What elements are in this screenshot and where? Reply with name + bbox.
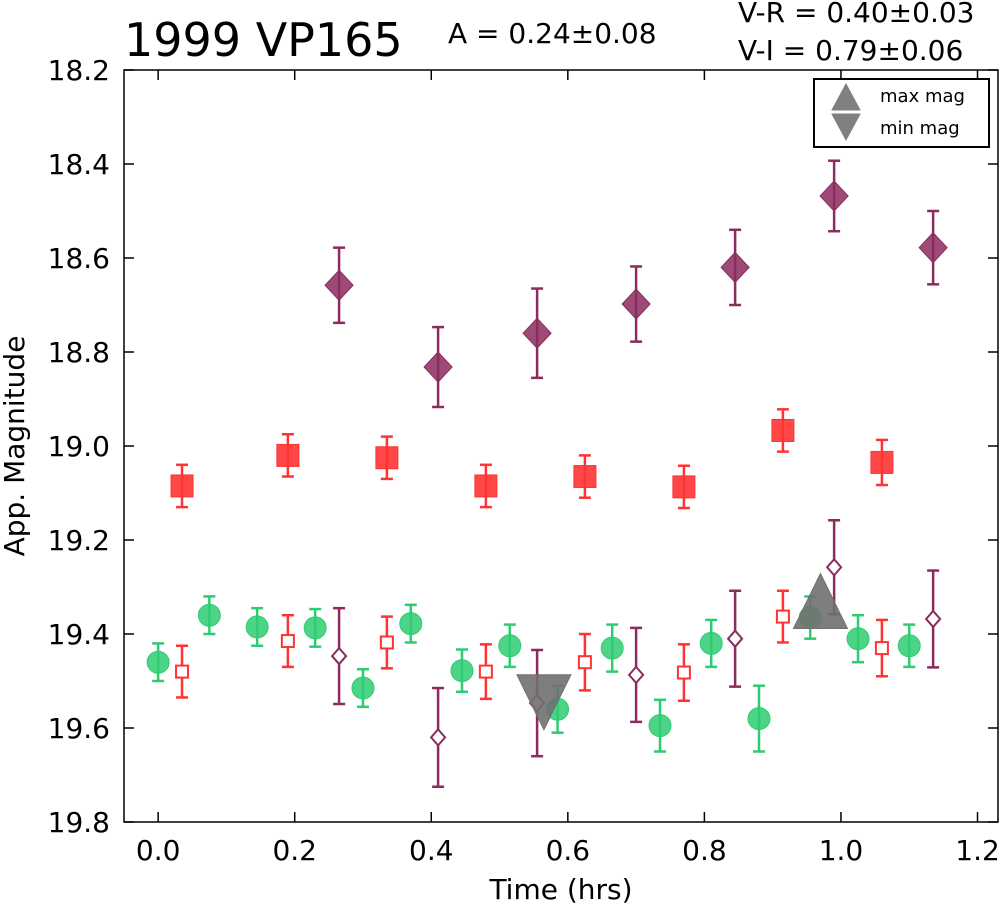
- y-tick-label: 19.4: [48, 618, 110, 651]
- legend-max-mag-marker: [831, 82, 861, 111]
- red-filled-point: [870, 450, 894, 474]
- legend-max-mag-label: max mag: [880, 86, 965, 107]
- red-open-point: [577, 655, 592, 670]
- y-axis-label: App. Magnitude: [0, 336, 31, 557]
- red-filled-point: [474, 474, 498, 498]
- purple-open-point: [825, 557, 843, 577]
- x-tick-label: 0.6: [546, 834, 591, 867]
- green-point: [600, 636, 624, 660]
- red-filled-point: [276, 443, 300, 467]
- red-filled-point: [375, 446, 399, 470]
- y-tick-label: 18.4: [48, 148, 110, 181]
- color-index-vi: V-I = 0.79±0.06: [738, 34, 963, 67]
- legend-min-mag-label: min mag: [880, 118, 960, 139]
- y-tick-label: 19.6: [48, 712, 110, 745]
- x-tick-label: 0.2: [272, 834, 317, 867]
- green-point: [699, 631, 723, 655]
- green-point: [303, 616, 327, 640]
- green-point: [146, 650, 170, 674]
- green-point: [747, 707, 771, 731]
- green-point: [351, 676, 375, 700]
- color-index-vr: V-R = 0.40±0.03: [738, 0, 974, 29]
- amplitude-label: A = 0.24±0.08: [448, 17, 657, 50]
- purple-open-point: [627, 665, 645, 685]
- y-tick-label: 18.6: [48, 242, 110, 275]
- green-point: [399, 612, 423, 636]
- purple-open-point: [330, 646, 348, 666]
- chart-title: 1999 VP165: [124, 13, 403, 67]
- green-point: [450, 659, 474, 683]
- x-tick-label: 0.0: [136, 834, 181, 867]
- x-tick-label: 0.4: [409, 834, 454, 867]
- red-filled-point: [170, 474, 194, 498]
- purple-open-point: [726, 629, 744, 649]
- purple-filled-point: [720, 251, 750, 284]
- min-mag-marker: [516, 674, 572, 731]
- y-tick-label: 18.8: [48, 336, 110, 369]
- x-tick-label: 1.0: [819, 834, 864, 867]
- purple-filled-point: [522, 317, 552, 349]
- x-axis-label: Time (hrs): [488, 873, 632, 904]
- y-tick-label: 19.8: [48, 806, 110, 839]
- green-point: [648, 714, 672, 738]
- purple-filled-point: [621, 288, 651, 320]
- green-point: [197, 603, 221, 627]
- purple-filled-point: [324, 269, 354, 301]
- y-tick-label: 19.0: [48, 430, 110, 463]
- purple-filled-point: [918, 231, 948, 264]
- x-tick-label: 0.8: [682, 834, 727, 867]
- red-open-point: [280, 634, 295, 649]
- red-open-point: [175, 664, 190, 679]
- green-point: [846, 627, 870, 651]
- y-tick-label: 19.2: [48, 524, 110, 557]
- green-point: [897, 634, 921, 658]
- red-filled-point: [771, 418, 795, 442]
- y-tick-label: 18.2: [48, 54, 110, 87]
- red-open-point: [874, 641, 889, 656]
- green-point: [498, 634, 522, 658]
- legend-min-mag-marker: [831, 113, 861, 142]
- green-point: [245, 615, 269, 639]
- purple-open-point: [429, 727, 447, 747]
- red-open-point: [478, 664, 493, 679]
- purple-filled-point: [819, 180, 849, 212]
- red-open-point: [775, 609, 790, 624]
- red-filled-point: [573, 465, 597, 489]
- red-filled-point: [672, 475, 696, 499]
- max-mag-marker: [792, 572, 849, 629]
- red-open-point: [676, 665, 691, 680]
- red-open-point: [379, 635, 394, 650]
- purple-open-point: [924, 609, 942, 629]
- x-tick-label: 1.2: [955, 834, 1000, 867]
- legend: max mag min mag: [813, 78, 990, 148]
- purple-filled-point: [423, 351, 453, 383]
